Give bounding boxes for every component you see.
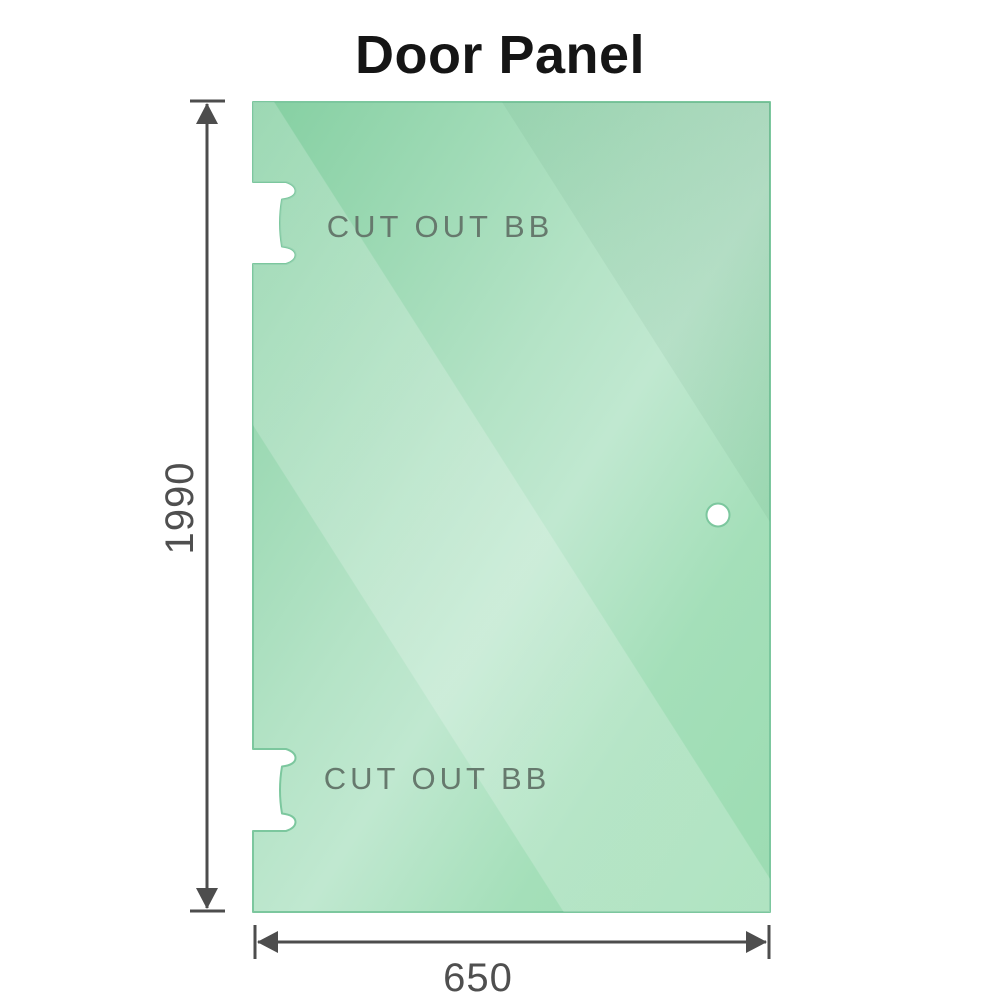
height-dimension-label: 1990 [158, 462, 202, 555]
bottom-cutout-label: CUT OUT BB [324, 761, 551, 796]
top-cutout-label: CUT OUT BB [327, 209, 554, 244]
glass-reflection-streaks [253, 102, 770, 912]
arrow-right-icon [746, 931, 767, 953]
arrow-up-icon [196, 103, 218, 124]
page-title: Door Panel [354, 25, 646, 85]
width-dimension: 650 [253, 925, 771, 1000]
width-dimension-label: 650 [443, 956, 513, 1000]
height-dimension: 1990 [158, 99, 225, 913]
arrow-down-icon [196, 888, 218, 909]
arrow-left-icon [257, 931, 278, 953]
